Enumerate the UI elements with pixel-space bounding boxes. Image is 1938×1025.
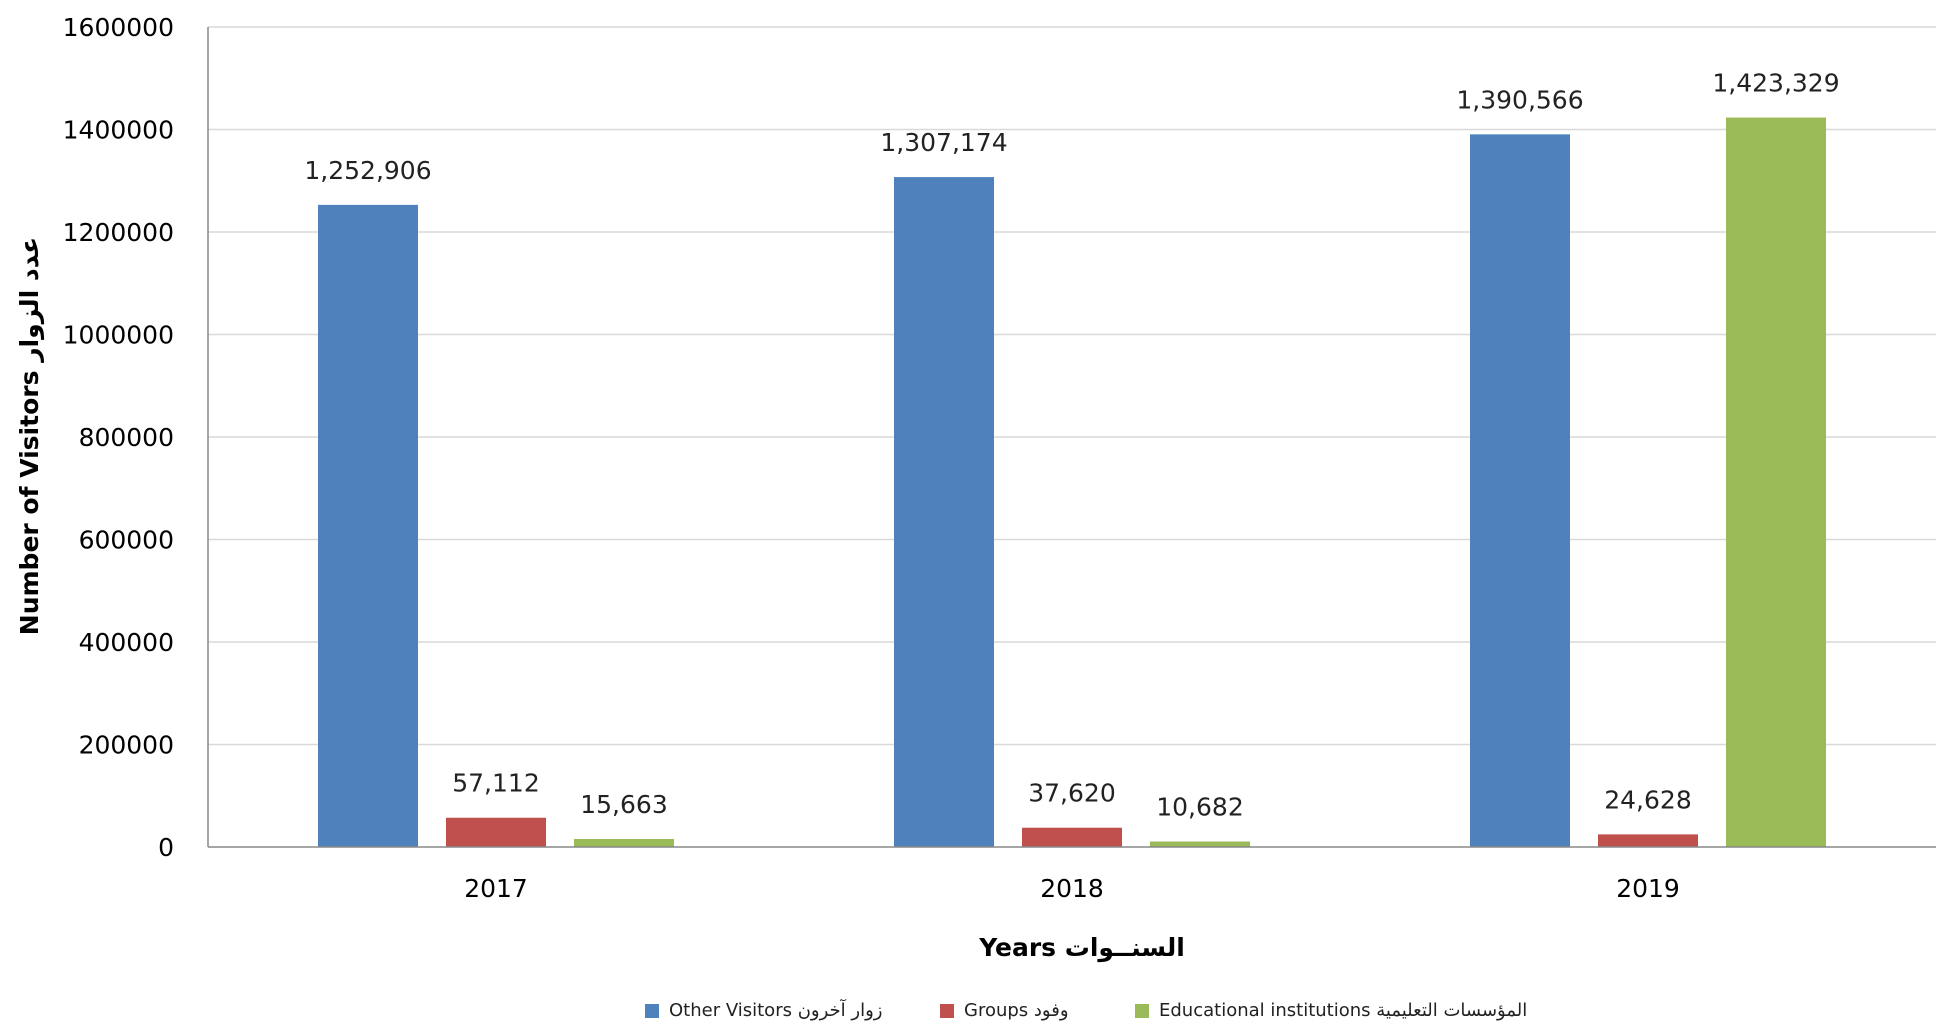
data-label: 1,307,174 [880, 128, 1007, 157]
data-label: 10,682 [1156, 793, 1243, 822]
x-axis-title: Years السنــوات [978, 933, 1185, 963]
gridlines [208, 26, 1936, 746]
y-axis-ticks: 0 200000 400000 600000 800000 1000000 1200000 1… [63, 13, 174, 862]
x-tick-label: 2018 [1040, 874, 1104, 903]
y-axis-title: Number of Visitors عدد الزوار [15, 237, 45, 635]
y-tick-label: 200000 [79, 731, 174, 760]
data-label: 37,620 [1028, 779, 1115, 808]
data-label: 1,252,906 [304, 156, 431, 185]
bar-2017-series-3 [574, 838, 674, 847]
y-tick-label: 1200000 [63, 218, 174, 247]
y-tick-label: 0 [158, 833, 174, 862]
legend-label: Groups وفود [964, 1000, 1069, 1021]
legend-swatch [645, 1004, 659, 1018]
y-tick-label: 400000 [79, 628, 174, 657]
data-label: 1,390,566 [1456, 85, 1583, 114]
bar-2019-series-1 [1470, 134, 1570, 847]
x-tick-label: 2019 [1616, 874, 1680, 903]
data-label: 1,423,329 [1712, 69, 1839, 98]
bar-2018-series-1 [894, 177, 994, 848]
bar-2018-series-3 [1150, 841, 1250, 847]
y-tick-label: 1000000 [63, 321, 174, 350]
legend-label: Other Visitors زوار آخرون [669, 998, 882, 1021]
y-tick-label: 600000 [79, 526, 174, 555]
y-tick-label: 1600000 [63, 13, 174, 42]
x-axis-ticks: 2017 2018 2019 [464, 874, 1680, 903]
legend: Other Visitors زوار آخرون Groups وفود Educ… [645, 998, 1527, 1021]
x-tick-label: 2017 [464, 874, 528, 903]
data-labels: 1,252,906 57,112 15,663 1,307,174 37,620 10,6… [304, 69, 1839, 822]
bar-2019-series-3 [1726, 117, 1826, 847]
legend-swatch [940, 1004, 954, 1018]
y-tick-label: 1400000 [63, 116, 174, 145]
legend-swatch [1135, 1004, 1149, 1018]
bar-2017-series-1 [318, 204, 418, 847]
data-label: 24,628 [1604, 785, 1691, 814]
bar-2017-series-2 [446, 817, 546, 847]
bar-2018-series-2 [1022, 827, 1122, 847]
data-label: 15,663 [580, 790, 667, 819]
legend-label: Educational institutions المؤسسات التعلي… [1159, 1000, 1527, 1021]
data-label: 57,112 [452, 769, 539, 798]
y-tick-label: 800000 [79, 423, 174, 452]
bars [318, 117, 1826, 848]
bar-2019-series-2 [1598, 834, 1698, 847]
